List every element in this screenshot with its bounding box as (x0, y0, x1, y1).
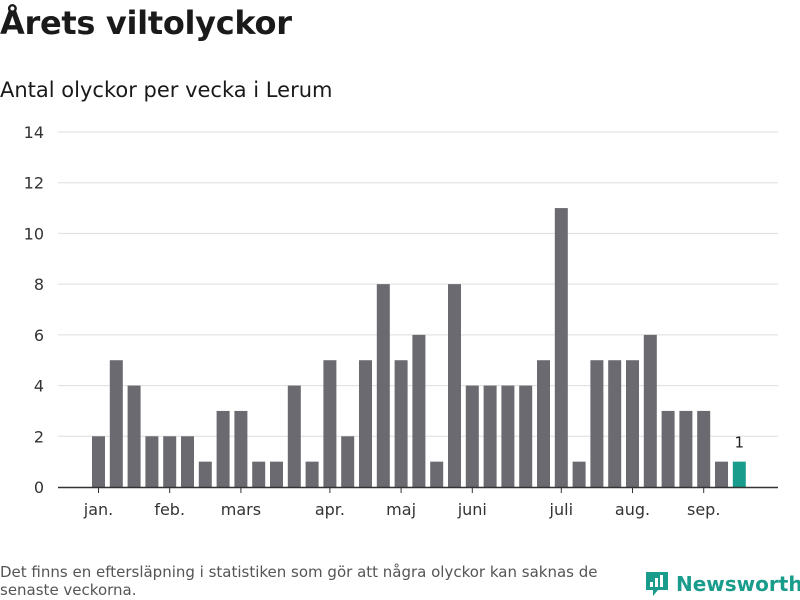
y-tick-label: 2 (34, 427, 44, 446)
bar (501, 385, 515, 487)
y-tick-label: 14 (24, 123, 44, 142)
bar (252, 461, 266, 487)
x-tick-label: sep. (687, 500, 720, 519)
bar (554, 208, 568, 488)
bar (679, 410, 693, 487)
bar (359, 360, 372, 487)
bar (145, 436, 159, 487)
y-tick-label: 8 (34, 275, 44, 294)
x-tick-label: juli (549, 500, 573, 519)
x-tick-label: apr. (315, 500, 345, 519)
y-tick-label: 12 (24, 174, 44, 193)
bar (626, 360, 639, 487)
bar (270, 461, 283, 487)
bar (412, 334, 426, 487)
bar (376, 284, 390, 487)
bar (608, 360, 622, 487)
x-tick-label: mars (221, 500, 261, 519)
y-tick-label: 6 (34, 326, 44, 345)
bar (430, 461, 444, 487)
bar (92, 436, 105, 487)
bar (287, 385, 301, 487)
y-tick-label: 4 (34, 377, 44, 396)
data-label: 1 (735, 434, 745, 452)
bar (234, 410, 248, 487)
bar (537, 360, 550, 487)
bar (305, 461, 319, 487)
x-tick-label: juni (457, 500, 487, 519)
bar (127, 385, 141, 487)
bar-chart: 0 2 4 6 8 10 12 14 1 jan. feb. mars apr. maj juni juli a… (24, 123, 778, 519)
bar (697, 410, 711, 487)
y-tick-label: 0 (34, 478, 44, 497)
bar (323, 360, 337, 487)
bar (216, 410, 230, 487)
brand-name: Newsworthy (676, 572, 800, 596)
brand[interactable]: Newsworthy (644, 570, 800, 598)
bar (163, 436, 177, 487)
bar (661, 410, 675, 487)
bar-highlight (732, 461, 746, 487)
y-tick-label: 10 (24, 224, 44, 243)
bar (483, 385, 497, 487)
bar (109, 360, 123, 487)
bar (465, 385, 479, 487)
x-tick-label: jan. (83, 500, 113, 519)
x-tick-label: aug. (615, 500, 650, 519)
bar (181, 436, 194, 487)
bar (643, 334, 657, 487)
bar (394, 360, 408, 487)
bar (715, 461, 728, 487)
bar (519, 385, 533, 487)
bar (341, 436, 355, 487)
chart-title: Årets viltolyckor (0, 4, 292, 42)
x-tick-label: feb. (154, 500, 185, 519)
chart-subtitle: Antal olyckor per vecka i Lerum (0, 78, 333, 102)
bar (590, 360, 604, 487)
newsworthy-logo-icon (646, 572, 668, 596)
footnote: Det finns en eftersläpning i statistiken… (0, 563, 598, 599)
bar (448, 284, 461, 487)
bar (198, 461, 212, 487)
x-tick-label: maj (386, 500, 416, 519)
bar (572, 461, 586, 487)
